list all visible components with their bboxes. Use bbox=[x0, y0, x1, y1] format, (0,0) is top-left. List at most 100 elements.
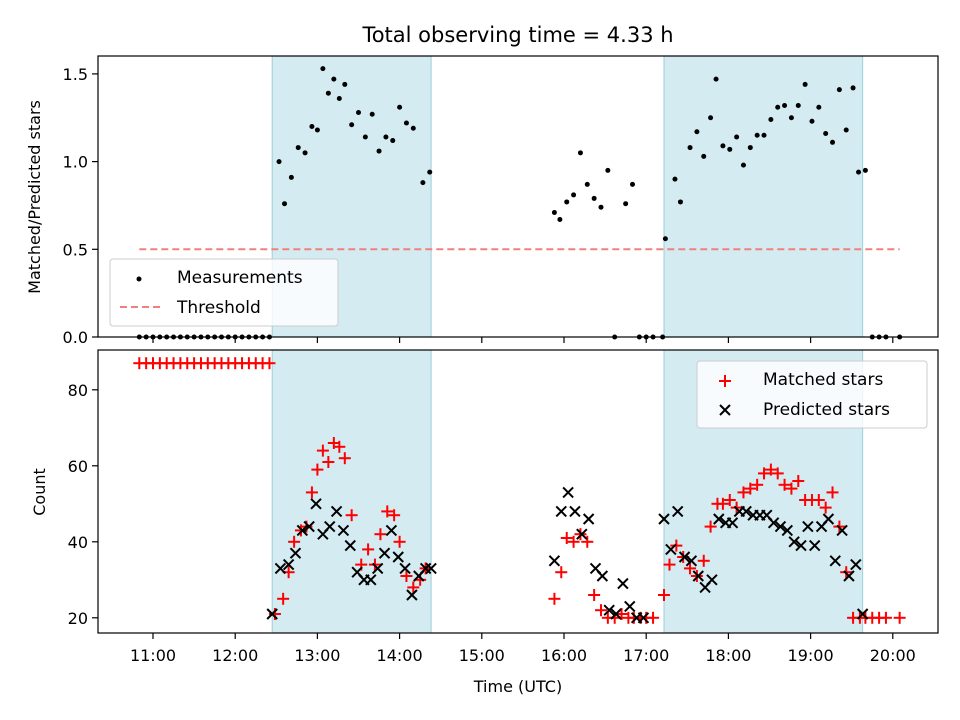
measurement-point bbox=[376, 148, 382, 154]
measurement-point bbox=[830, 139, 836, 145]
predicted-star-stroke-b bbox=[296, 524, 309, 537]
predicted-star-point bbox=[603, 604, 615, 616]
matched-star-point bbox=[311, 463, 324, 476]
predicted-star-point bbox=[392, 551, 404, 563]
matched-star-point bbox=[263, 357, 276, 370]
matched-star-point bbox=[277, 592, 290, 605]
x-tick-label: 11:00 bbox=[130, 646, 176, 665]
matched-star-point bbox=[333, 440, 346, 453]
predicted-star-stroke-b bbox=[303, 520, 315, 533]
bottom-legend-box bbox=[696, 360, 928, 429]
predicted-star-stroke-b bbox=[788, 536, 800, 548]
x-axis-label: Time (UTC) bbox=[473, 677, 562, 696]
top-y-tick-label: 1.5 bbox=[63, 65, 88, 84]
measurement-point bbox=[369, 111, 375, 117]
measurement-point bbox=[420, 180, 426, 186]
matched-star-point bbox=[716, 497, 729, 510]
predicted-star-stroke-b bbox=[726, 517, 739, 529]
measurement-point bbox=[677, 199, 683, 205]
measurement-point bbox=[630, 181, 635, 187]
legend-matched-marker bbox=[719, 375, 731, 387]
bottom-y-tick-label: 40 bbox=[68, 533, 88, 552]
predicted-star-point bbox=[378, 547, 391, 559]
matched-star-point bbox=[362, 543, 375, 556]
bottom-panel-frame bbox=[97, 349, 939, 634]
measurement-point bbox=[788, 115, 794, 121]
predicted-star-stroke-b bbox=[399, 562, 411, 575]
predicted-star-stroke-b bbox=[371, 562, 384, 575]
matched-star-point bbox=[764, 463, 777, 476]
matched-star-point bbox=[316, 444, 329, 457]
predicted-star-point bbox=[672, 505, 684, 518]
measurement-point bbox=[571, 192, 577, 198]
matched-star-point bbox=[305, 486, 318, 499]
predicted-star-stroke-b bbox=[406, 589, 418, 601]
bottom-shaded-interval-0 bbox=[271, 349, 432, 634]
measurement-point bbox=[687, 145, 693, 151]
predicted-star-point bbox=[399, 562, 411, 575]
predicted-star-point bbox=[856, 608, 869, 620]
predicted-star-stroke-b bbox=[576, 528, 588, 540]
matched-star-point bbox=[819, 501, 832, 514]
measurement-point bbox=[694, 129, 700, 135]
matched-star-point bbox=[581, 535, 594, 548]
measurement-point bbox=[309, 124, 315, 130]
measurement-point bbox=[349, 122, 355, 128]
matched-star-point bbox=[322, 456, 335, 468]
x-tick-label: 13:00 bbox=[294, 646, 340, 665]
predicted-star-stroke-b bbox=[569, 505, 581, 518]
measurement-point bbox=[551, 209, 557, 215]
x-tick-label: 17:00 bbox=[623, 646, 669, 665]
matched-star-point bbox=[670, 539, 683, 552]
predicted-star-point bbox=[569, 505, 581, 518]
predicted-star-point bbox=[802, 520, 814, 533]
predicted-star-stroke-b bbox=[850, 558, 862, 571]
predicted-star-point bbox=[692, 570, 704, 582]
measurement-point bbox=[584, 181, 590, 187]
matched-star-point bbox=[555, 566, 568, 579]
top-y-tick-label: 0.0 bbox=[63, 328, 88, 347]
x-tick-label: 19:00 bbox=[788, 646, 834, 665]
legend-measurements-marker bbox=[136, 276, 142, 282]
predicted-star-point bbox=[406, 589, 418, 601]
legend-predicted-label: Predicted stars bbox=[763, 400, 890, 420]
predicted-star-point bbox=[788, 536, 800, 548]
matched-star-point bbox=[658, 589, 671, 601]
predicted-star-stroke-b bbox=[337, 524, 350, 537]
predicted-star-stroke-b bbox=[351, 566, 363, 578]
predicted-star-stroke-b bbox=[781, 524, 794, 537]
predicted-star-point bbox=[296, 524, 309, 537]
predicted-star-stroke-b bbox=[610, 608, 622, 620]
bottom-y-tick-label: 20 bbox=[68, 609, 88, 628]
predicted-star-point bbox=[337, 524, 350, 537]
measurement-point bbox=[397, 104, 403, 110]
predicted-star-point bbox=[282, 558, 295, 571]
matched-star-point bbox=[393, 535, 406, 548]
measurement-point bbox=[816, 104, 822, 110]
predicted-star-stroke-b bbox=[274, 562, 287, 575]
predicted-star-point bbox=[289, 547, 302, 559]
predicted-star-point bbox=[713, 513, 725, 525]
predicted-star-stroke-b bbox=[624, 600, 636, 613]
top-panel-frame bbox=[97, 55, 939, 338]
bottom-legend: Matched stars Predicted stars bbox=[696, 360, 928, 429]
measurement-point bbox=[557, 216, 563, 222]
measurement-point bbox=[342, 81, 348, 87]
top-shaded-interval-1 bbox=[663, 55, 864, 338]
matched-star-point bbox=[647, 611, 660, 624]
matched-star-point bbox=[594, 604, 607, 617]
predicted-star-stroke-b bbox=[678, 551, 691, 563]
matched-star-point bbox=[288, 535, 301, 548]
predicted-star-stroke-b bbox=[378, 547, 391, 559]
measurement-point bbox=[768, 117, 774, 123]
x-tick-label: 16:00 bbox=[541, 646, 587, 665]
predicted-star-point bbox=[425, 562, 437, 575]
measurement-point bbox=[383, 134, 389, 140]
measurement-point bbox=[623, 201, 629, 207]
measurement-point bbox=[747, 145, 753, 151]
measurement-point bbox=[427, 169, 433, 175]
legend-predicted-marker bbox=[719, 404, 731, 416]
predicted-star-stroke-b bbox=[596, 570, 609, 582]
bottom-y-axis-label: Count bbox=[30, 468, 49, 516]
predicted-star-stroke-b bbox=[706, 574, 718, 586]
